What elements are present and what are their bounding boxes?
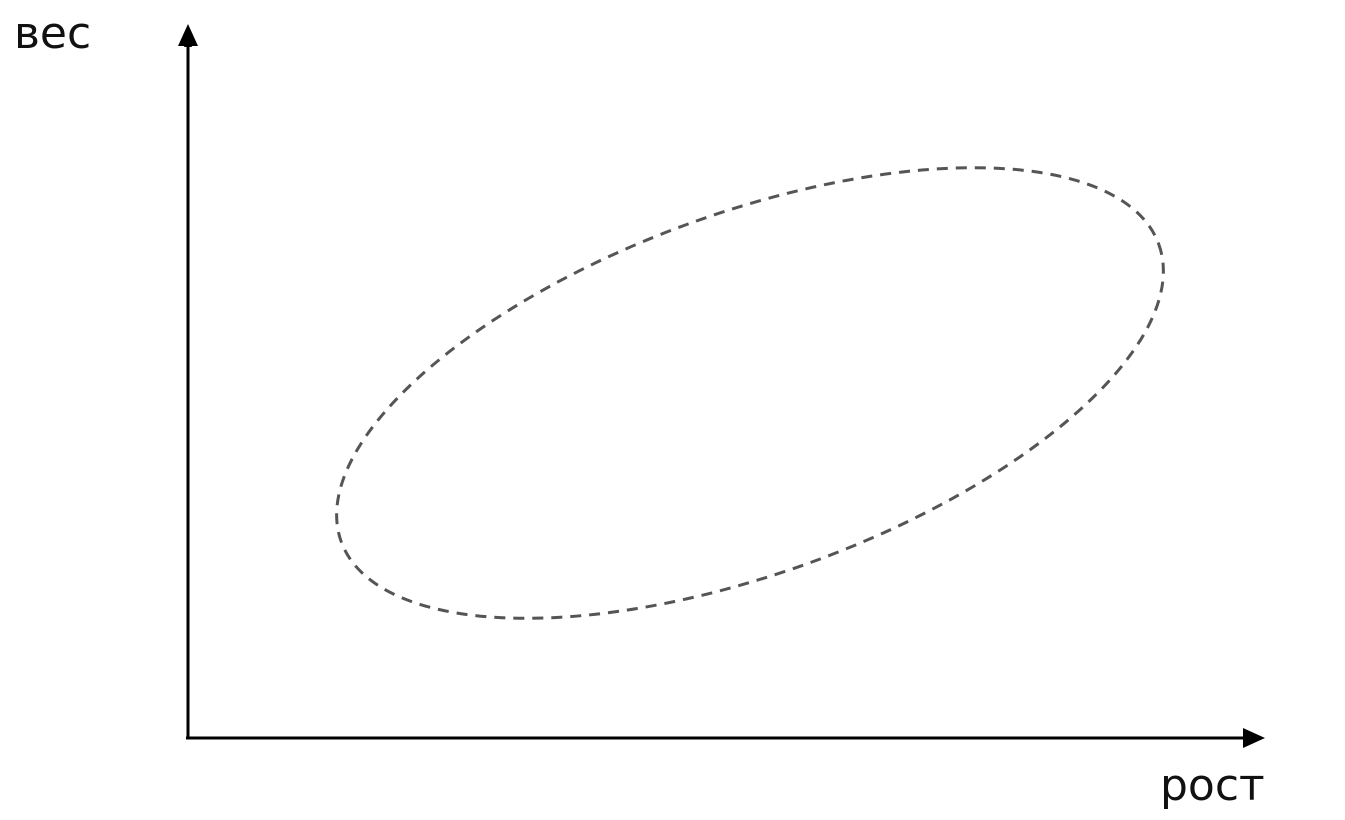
x-axis-label: рост [1160, 760, 1265, 811]
cluster-outline-layer [335, 166, 1165, 620]
cluster-outline [335, 166, 1165, 620]
y-axis-arrowhead [178, 24, 198, 46]
x-axis-arrowhead [1243, 728, 1265, 748]
y-axis-label: вес [14, 8, 91, 59]
